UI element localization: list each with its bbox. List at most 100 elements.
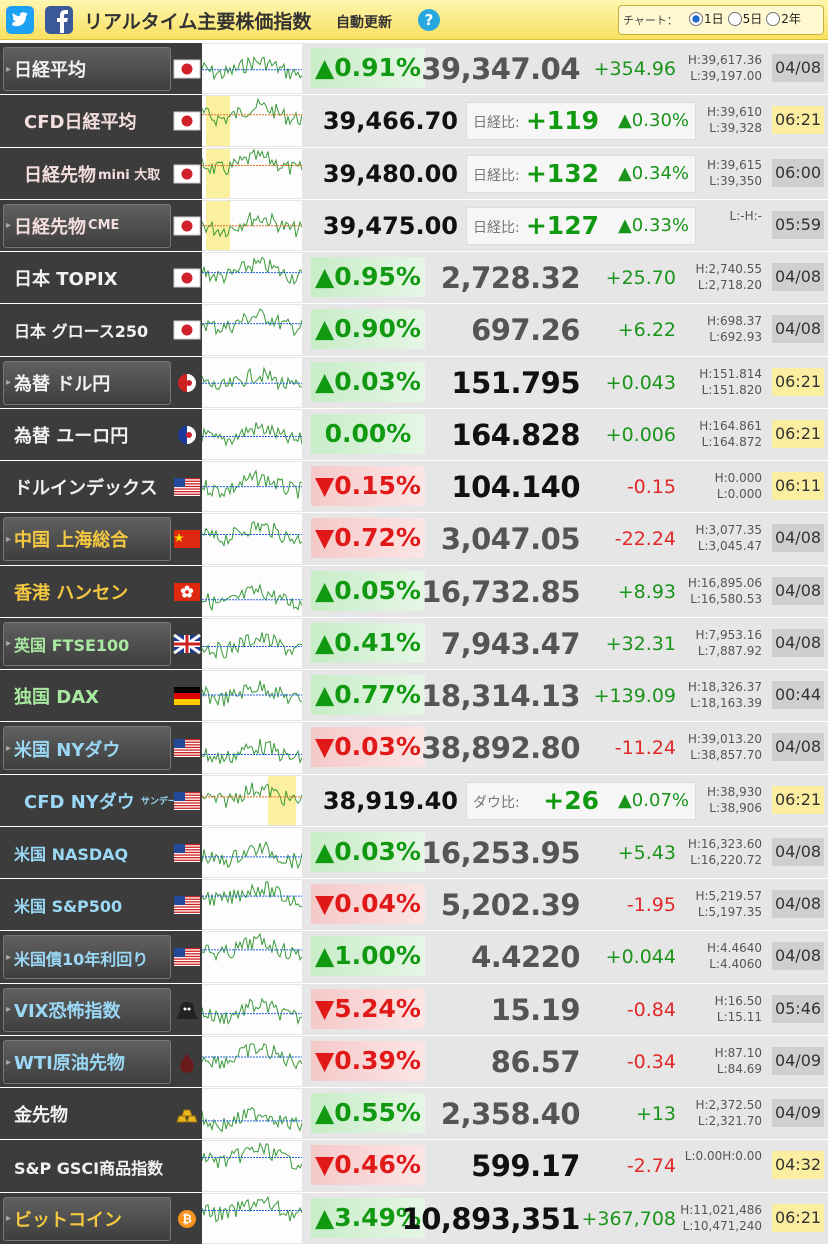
- mini-chart[interactable]: [202, 357, 302, 407]
- chart-highlight: [268, 775, 296, 825]
- name-cell: ▸ 日経先物 CME: [0, 199, 202, 252]
- mini-chart[interactable]: [202, 723, 302, 773]
- quote-row[interactable]: ▸ WTI原油先物 ▼0.39% 86.57 -0.34 H:87.10 L:84.69 04…: [0, 1035, 828, 1089]
- price: 164.828: [451, 417, 580, 452]
- quote-row[interactable]: 金先物 ▲0.55% 2,358.40 +13 H:2,372.50 L:2,321.70…: [0, 1088, 828, 1141]
- name-cell: 香港 ハンセン: [0, 565, 202, 617]
- quote-row[interactable]: ▸ ビットコイン ₿ ▲3.49% 10,893,351 +367,708 H:11,021…: [0, 1192, 828, 1245]
- expand-arrow: ▸: [6, 63, 12, 75]
- mini-chart[interactable]: [202, 409, 302, 460]
- twitter-icon[interactable]: [6, 6, 36, 34]
- quote-row[interactable]: 日経先物 mini 大取 39,480.00 日経比: +132 ▲0.34% H:39,6…: [0, 147, 828, 200]
- quote-row[interactable]: ▸ 日経先物 CME 39,475.00 日経比: +127 ▲0.33% L:-H:- 05:…: [0, 199, 828, 253]
- flag-part: [174, 744, 200, 746]
- mini-chart[interactable]: [202, 566, 302, 616]
- quote-row[interactable]: 米国 S&P500 ▼0.04% 5,202.39 -1.95 H:5,219.57 L:…: [0, 879, 828, 932]
- high-low: H:3,077.35 L:3,045.47: [695, 522, 762, 554]
- flag: [173, 268, 201, 288]
- mini-chart[interactable]: [202, 1141, 302, 1191]
- change: -0.34: [626, 1050, 676, 1073]
- mini-chart[interactable]: [202, 671, 302, 721]
- time: 04/08: [772, 576, 824, 605]
- time: 05:59: [772, 210, 824, 239]
- ratio-label: 日経比:: [473, 115, 520, 132]
- time: 05:46: [772, 994, 824, 1023]
- flag-part: [174, 741, 200, 744]
- quote-row[interactable]: 日本 グロース250 ▲0.90% 697.26 +6.22 H:698.37 L:692…: [0, 304, 828, 357]
- quote-row[interactable]: S&P GSCI商品指数 ▼0.46% 599.17 -2.74 L:0.00H:0.0…: [0, 1140, 828, 1193]
- mini-chart[interactable]: [202, 1193, 302, 1243]
- flag-part: [181, 272, 193, 284]
- low: L:3,045.47: [697, 539, 762, 554]
- mini-chart[interactable]: [202, 1036, 302, 1087]
- name-button: [3, 47, 171, 91]
- change: +25.70: [605, 267, 676, 290]
- high-low: H:2,372.50 L:2,321.70: [695, 1097, 762, 1129]
- low: L:151.820: [701, 382, 762, 397]
- flag-part: [174, 951, 200, 953]
- change-pct: ▲3.49%: [311, 1197, 425, 1238]
- flag-part: [181, 220, 193, 232]
- mini-chart[interactable]: [202, 618, 302, 669]
- help-icon[interactable]: ?: [418, 9, 440, 31]
- quote-row[interactable]: 香港 ハンセン ▲0.05% 16,732.85 +8.93 H:16,895.06 L:…: [0, 565, 828, 618]
- flag-part: [174, 747, 200, 749]
- radio[interactable]: [766, 11, 781, 26]
- flag-part: [174, 791, 200, 793]
- auto-update[interactable]: 自動更新: [336, 15, 392, 31]
- radio[interactable]: [689, 11, 703, 26]
- mini-chart[interactable]: [202, 148, 302, 198]
- quote-row[interactable]: ▸ 米国 NYダウ ▼0.03% 38,892.80 -11.24 H:39,013.20…: [0, 722, 828, 775]
- quote-row[interactable]: CFD日経平均 39,466.70 日経比: +119 ▲0.30% H:39,610 L:…: [0, 95, 828, 148]
- flag-part: [180, 1052, 194, 1073]
- time: 06:21: [772, 1203, 824, 1232]
- quote-row[interactable]: 米国 NASDAQ ▲0.03% 16,253.95 +5.43 H:16,323.60…: [0, 826, 828, 880]
- name-label: 為替 ユーロ円: [14, 409, 128, 461]
- facebook-icon[interactable]: [45, 6, 75, 34]
- mini-chart[interactable]: [202, 880, 302, 930]
- flag-part: [174, 791, 185, 801]
- quote-row[interactable]: ▸ 米国債10年利回り ▲1.00% 4.4220 +0.044 H:4.4640 L:4.…: [0, 931, 828, 984]
- mini-chart[interactable]: [202, 775, 302, 825]
- expand-arrow: ▸: [6, 377, 12, 389]
- ratio-pct: ▲0.07%: [617, 789, 689, 811]
- mini-chart[interactable]: [202, 984, 302, 1034]
- price: 38,892.80: [421, 731, 580, 766]
- name: 日経平均: [14, 60, 87, 82]
- expand-arrow: ▸: [6, 952, 12, 964]
- quote-row[interactable]: ▸ 中国 上海総合 ▼0.72% 3,047.05 -22.24 H:3,077.35 L:…: [0, 513, 828, 566]
- radio[interactable]: [727, 11, 742, 26]
- mini-chart[interactable]: [202, 827, 302, 878]
- quote-row[interactable]: 独国 DAX ▲0.77% 18,314.13 +139.09 H:18,326.37 L…: [0, 670, 828, 723]
- flag: [176, 1109, 198, 1123]
- mini-chart[interactable]: [202, 462, 302, 512]
- mini-chart[interactable]: [202, 44, 302, 94]
- flag-part: [176, 1001, 198, 1019]
- quote-row[interactable]: CFD NYダウ サンデー 38,919.40 ダウ比: +26 ▲0.07% H:38,9…: [0, 774, 828, 827]
- quote-row[interactable]: ▸ 英国 FTSE100 ▲0.41% 7,943.47 +32.31 H:7,953.1…: [0, 617, 828, 671]
- price: 599.17: [471, 1149, 580, 1184]
- mini-chart[interactable]: [202, 1089, 302, 1139]
- flag-part: [174, 843, 200, 846]
- mini-chart[interactable]: [202, 253, 302, 303]
- quote-row[interactable]: 為替 ユーロ円 0.00% 164.828 +0.006 H:164.861 L:164.…: [0, 408, 828, 462]
- quote-row[interactable]: ▸ 日経平均 ▲0.91% 39,347.04 +354.96 H:39,617.36 L:…: [0, 43, 828, 96]
- mini-chart[interactable]: [202, 305, 302, 355]
- chart-line: [202, 632, 302, 660]
- flag-part: [174, 582, 200, 601]
- flag-part: [174, 799, 200, 801]
- mini-chart[interactable]: [202, 96, 302, 146]
- quote-row[interactable]: 日本 TOPIX ▲0.95% 2,728.32 +25.70 H:2,740.55 L:…: [0, 252, 828, 305]
- name-cell: CFD日経平均: [0, 95, 202, 147]
- high-low: H:87.10 L:84.69: [715, 1045, 762, 1077]
- mini-chart[interactable]: [202, 200, 302, 251]
- mini-chart[interactable]: [202, 514, 302, 564]
- name: 米国 NASDAQ: [14, 845, 129, 865]
- flag-part: [174, 493, 200, 495]
- quote-row[interactable]: ドルインデックス ▼0.15% 104.140 -0.15 H:0.000 L:0.000…: [0, 461, 828, 514]
- quote-row[interactable]: ▸ 為替 ドル円 ▲0.03% 151.795 +0.043 H:151.814 L:151…: [0, 356, 828, 409]
- flag-part: [174, 961, 200, 963]
- quote-row[interactable]: ▸ VIX恐怖指数 ▼5.24% 15.19 -0.84 H:16.50 L:15.11 05…: [0, 983, 828, 1036]
- mini-chart[interactable]: [202, 932, 302, 982]
